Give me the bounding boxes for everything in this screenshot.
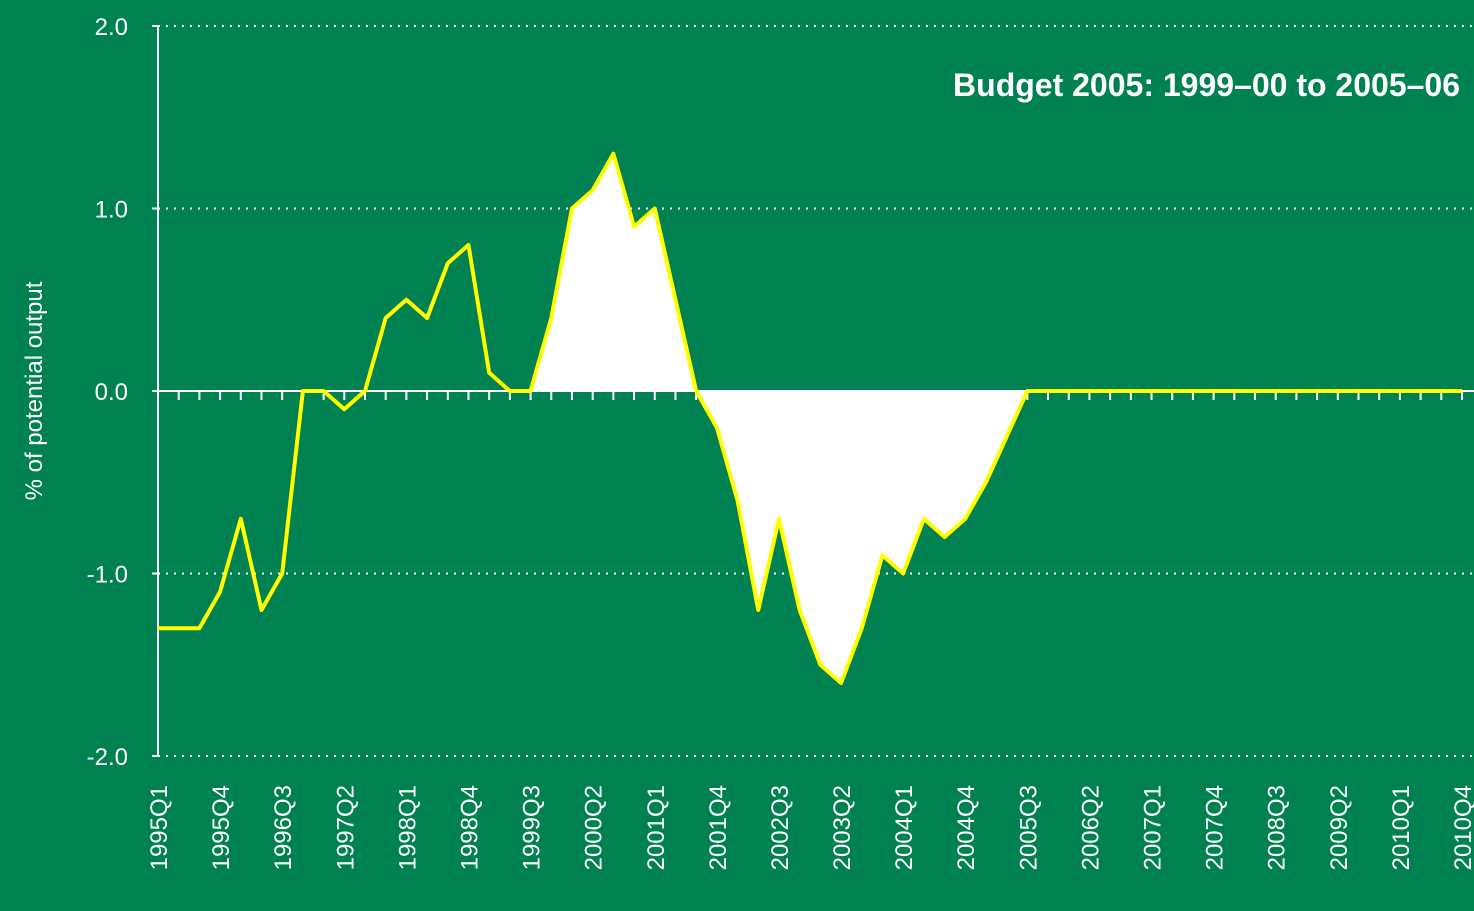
x-tick-label: 1998Q1 [394, 785, 421, 870]
x-tick-label: 2007Q4 [1202, 785, 1229, 870]
y-tick-label: 0.0 [95, 379, 128, 406]
x-tick-label: 2004Q1 [891, 785, 918, 870]
y-tick-label: -1.0 [87, 562, 128, 589]
x-tick-label: 1997Q2 [332, 785, 359, 870]
y-tick-label: 1.0 [95, 197, 128, 224]
x-tick-label: 2010Q4 [1450, 785, 1474, 870]
x-tick-label: 2000Q2 [581, 785, 608, 870]
area [530, 153, 1028, 683]
x-tick-label: 2003Q2 [829, 785, 856, 870]
x-tick-label: 2005Q3 [1015, 785, 1042, 870]
y-tick-label: -2.0 [87, 744, 128, 771]
x-tick-label: 1996Q3 [270, 785, 297, 870]
x-tick-label: 2002Q3 [767, 785, 794, 870]
x-tick-label: 2001Q4 [705, 785, 732, 870]
x-tick-label: 1995Q4 [208, 785, 235, 870]
x-tick-label: 1998Q4 [456, 785, 483, 870]
plot: -2.0 -1.0 0.0 1.0 2.0 1995Q1 1995Q4 1996Q3 1997Q… [87, 14, 1474, 870]
y-tick-label: 2.0 [95, 14, 128, 41]
y-axis-label: % of potential output [21, 281, 48, 500]
x-tick-label: 2001Q1 [643, 785, 670, 870]
x-tick-label: 1995Q1 [146, 785, 173, 870]
line [158, 151, 1462, 685]
chart-title: Budget 2005: 1999–00 to 2005–06 [953, 67, 1460, 103]
x-tick-label: 2007Q1 [1140, 785, 1167, 870]
x-tick-label: 2004Q4 [953, 785, 980, 870]
x-tick-label: 2009Q2 [1326, 785, 1353, 870]
x-tick-label: 2006Q2 [1077, 785, 1104, 870]
x-tick-label: 2008Q3 [1264, 785, 1291, 870]
x-tick-label: 2010Q1 [1388, 785, 1415, 870]
x-tick-label: 1999Q3 [519, 785, 546, 870]
